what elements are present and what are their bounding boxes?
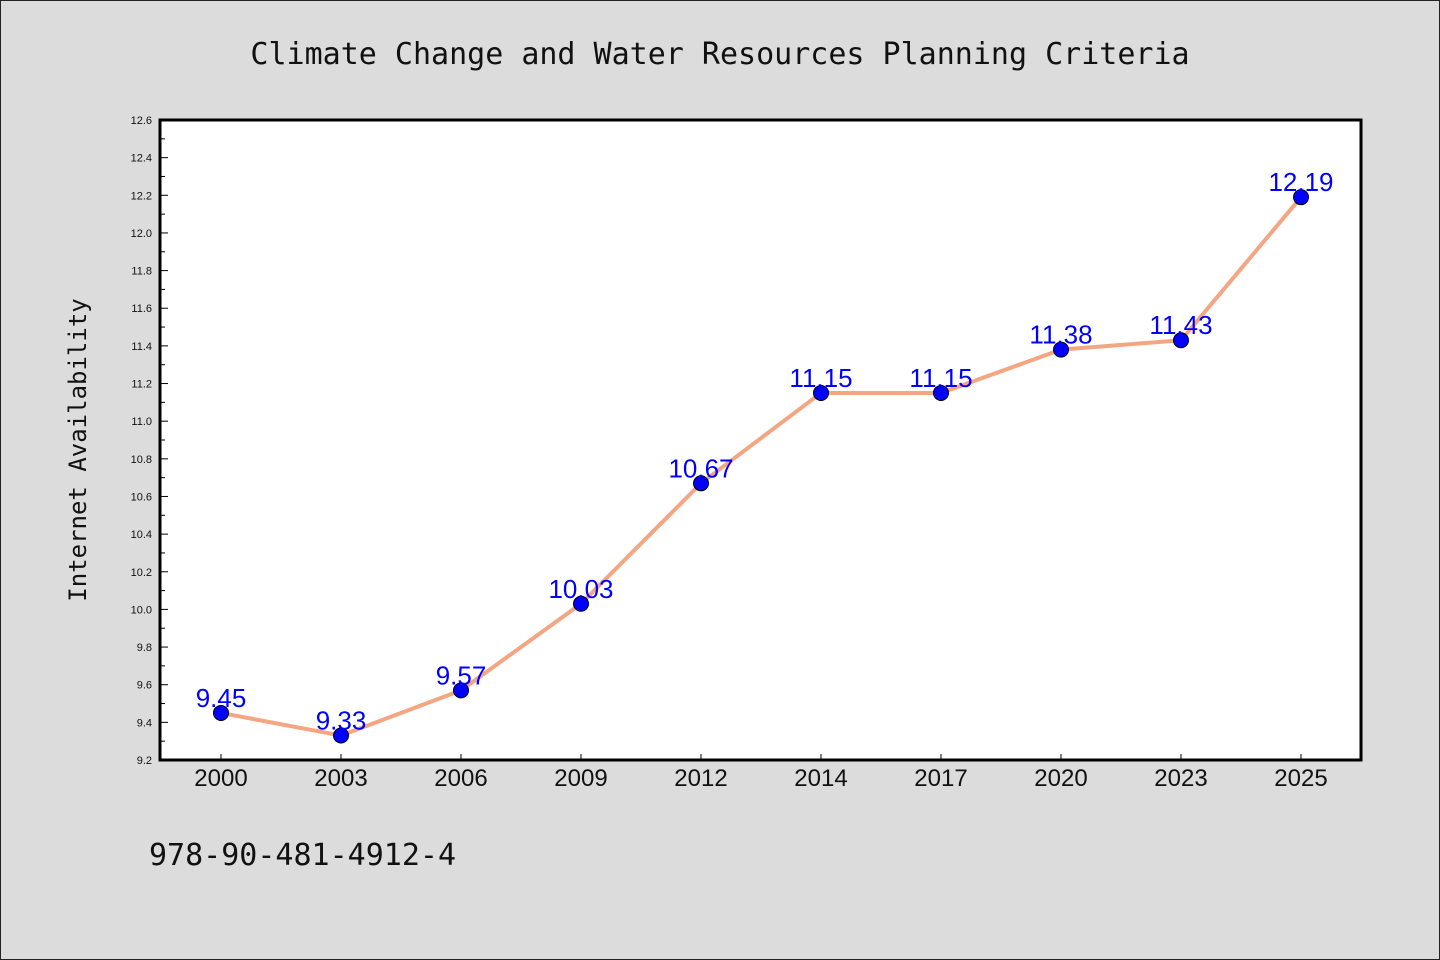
y-tick-label: 9.8: [137, 642, 152, 654]
chart-title: Climate Change and Water Resources Plann…: [250, 37, 1189, 72]
footnote-isbn: 978-90-481-4912-4: [149, 838, 456, 873]
x-tick-label: 2020: [1034, 765, 1087, 792]
y-tick-label: 12.6: [131, 115, 152, 127]
x-tick-label: 2003: [314, 765, 367, 792]
y-tick-label: 12.4: [131, 153, 152, 165]
data-label: 9.57: [436, 660, 487, 690]
data-label: 11.38: [1029, 320, 1092, 350]
y-axis-label: Internet Availability: [64, 298, 92, 601]
x-tick-label: 2012: [674, 765, 727, 792]
data-point: [813, 384, 829, 401]
y-tick-label: 11.0: [131, 416, 152, 428]
data-label: 10.67: [668, 453, 733, 483]
data-markers: [213, 189, 1309, 744]
y-tick-label: 11.6: [131, 303, 152, 315]
data-point: [453, 682, 469, 699]
y-tick-label: 9.6: [137, 680, 152, 692]
data-label: 11.15: [789, 363, 852, 393]
y-tick-label: 12.0: [131, 228, 152, 240]
data-point: [1293, 189, 1309, 206]
x-tick-label: 2000: [194, 765, 247, 792]
y-tick-label: 9.2: [137, 755, 152, 767]
y-tick-label: 10.8: [131, 454, 152, 466]
data-point: [1053, 341, 1069, 358]
data-point: [333, 727, 349, 744]
y-tick-label: 11.8: [131, 266, 152, 278]
data-label: 10.03: [548, 574, 613, 604]
plot-frame: [158, 118, 1363, 762]
data-point: [693, 475, 709, 492]
x-tick-label: 2025: [1274, 765, 1327, 792]
data-label: 9.45: [196, 683, 247, 713]
y-tick-label: 10.6: [131, 491, 152, 503]
x-axis: 2000 2003 2006 2009 2012 2014 2017 2020 2023 2025: [194, 754, 1328, 792]
y-axis: 9.2 9.4 9.6 9.8 10.0 10.2 10.4 10.6 10.8 11.0 11.2…: [131, 115, 168, 767]
x-tick-label: 2017: [914, 765, 967, 792]
y-tick-label: 10.2: [131, 567, 152, 579]
data-label: 12.19: [1268, 167, 1333, 197]
x-tick-label: 2014: [794, 765, 847, 792]
data-point: [1173, 332, 1189, 349]
data-labels: 9.45 9.33 9.57 10.03 10.67 11.15 11.15 11.38 11.…: [196, 167, 1334, 735]
y-tick-label: 11.4: [131, 341, 152, 353]
x-tick-label: 2009: [554, 765, 607, 792]
data-label: 11.15: [909, 363, 972, 393]
data-point: [213, 704, 229, 721]
y-tick-label: 12.2: [131, 190, 152, 202]
y-tick-label: 10.0: [131, 604, 152, 616]
data-point: [933, 384, 949, 401]
y-tick-label: 9.4: [137, 717, 152, 729]
y-tick-label: 10.4: [131, 529, 152, 541]
data-label: 11.43: [1149, 310, 1212, 340]
y-tick-label: 11.2: [131, 379, 152, 391]
x-tick-label: 2023: [1154, 765, 1207, 792]
data-point: [573, 595, 589, 612]
series-line: [220, 195, 1303, 738]
x-tick-label: 2006: [434, 765, 487, 792]
data-label: 9.33: [316, 706, 367, 736]
